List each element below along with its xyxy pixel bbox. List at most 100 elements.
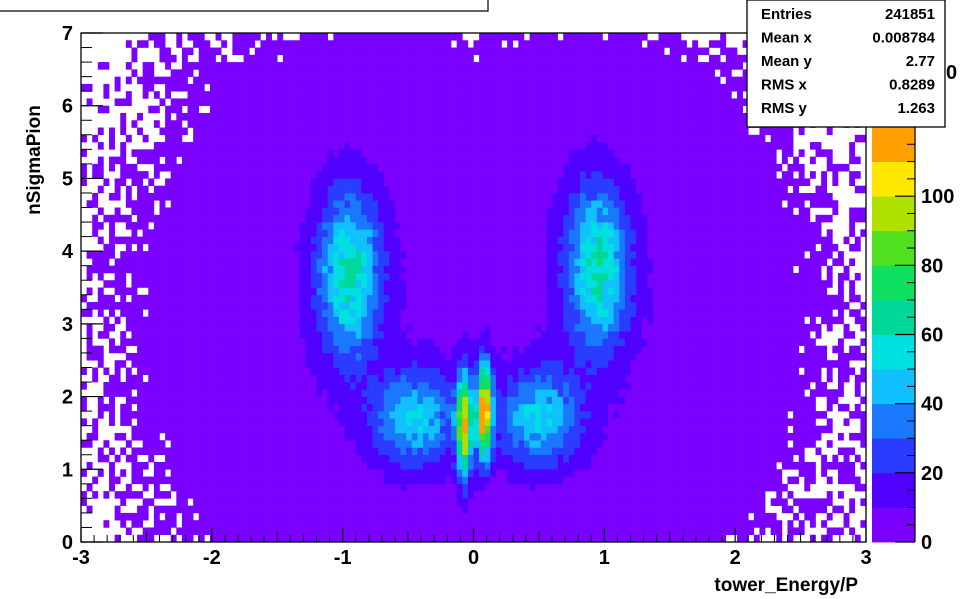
heatmap-cell	[507, 411, 514, 419]
heatmap-cell	[849, 469, 856, 477]
heatmap-cell	[226, 418, 233, 426]
heatmap-cell	[574, 396, 581, 405]
heatmap-cell	[535, 447, 542, 456]
heatmap-cell	[837, 527, 844, 536]
heatmap-cell	[574, 483, 581, 492]
heatmap-cell	[243, 396, 250, 405]
heatmap-cell	[523, 272, 530, 281]
heatmap-cell	[709, 265, 715, 274]
heatmap-cell	[316, 338, 323, 346]
heatmap-cell	[585, 512, 592, 521]
heatmap-cell	[159, 352, 166, 361]
heatmap-cell	[153, 251, 160, 259]
heatmap-cell	[159, 360, 166, 368]
heatmap-cell	[854, 345, 861, 354]
heatmap-cell	[591, 483, 598, 492]
heatmap-cell	[641, 374, 648, 383]
heatmap-cell	[120, 418, 127, 426]
heatmap-cell	[294, 403, 300, 412]
heatmap-cell	[456, 302, 463, 310]
heatmap-cell	[608, 476, 614, 485]
heatmap-cell	[574, 432, 581, 441]
heatmap-cell	[484, 309, 491, 317]
heatmap-cell	[591, 345, 598, 354]
heatmap-cell	[232, 374, 239, 383]
heatmap-cell	[406, 382, 413, 390]
heatmap-cell	[759, 512, 766, 521]
heatmap-cell	[669, 338, 676, 346]
heatmap-cell	[153, 309, 160, 317]
heatmap-cell	[731, 382, 738, 390]
heatmap-cell	[327, 483, 334, 492]
heatmap-cell	[148, 498, 155, 506]
heatmap-cell	[310, 331, 317, 339]
heatmap-cell	[260, 316, 267, 325]
heatmap-cell	[832, 389, 839, 397]
heatmap-cell	[165, 265, 172, 274]
heatmap-cell	[507, 425, 514, 434]
heatmap-cell	[495, 454, 502, 463]
heatmap-cell	[557, 309, 564, 317]
heatmap-cell	[529, 280, 536, 288]
heatmap-cell	[131, 432, 138, 441]
heatmap-cell	[725, 345, 732, 354]
heatmap-cell	[417, 505, 424, 514]
heatmap-cell	[333, 352, 340, 361]
heatmap-cell	[669, 265, 676, 274]
heatmap-cell	[675, 352, 682, 361]
heatmap-cell	[770, 323, 777, 332]
heatmap-cell	[338, 352, 345, 361]
heatmap-cell	[131, 272, 138, 281]
heatmap-cell	[389, 432, 396, 441]
heatmap-cell	[619, 258, 626, 266]
heatmap-cell	[714, 396, 721, 405]
heatmap-cell	[378, 302, 385, 310]
heatmap-cell	[596, 367, 603, 376]
heatmap-cell	[703, 280, 710, 288]
heatmap-cell	[350, 403, 357, 412]
heatmap-cell	[523, 476, 530, 485]
heatmap-cell	[580, 418, 586, 426]
heatmap-cell	[737, 302, 743, 310]
heatmap-cell	[350, 425, 357, 434]
heatmap-cell	[350, 432, 357, 441]
heatmap-cell	[725, 454, 732, 463]
heatmap-cell	[501, 360, 508, 368]
heatmap-cell	[725, 374, 732, 383]
heatmap-cell	[630, 258, 637, 266]
heatmap-cell	[366, 440, 373, 448]
heatmap-cell	[221, 352, 228, 361]
heatmap-cell	[209, 331, 216, 339]
heatmap-cell	[137, 272, 143, 281]
heatmap-cell	[109, 251, 115, 259]
heatmap-cell	[137, 309, 143, 317]
heatmap-cell	[204, 352, 211, 361]
heatmap-cell	[658, 338, 665, 346]
heatmap-cell	[748, 411, 755, 419]
heatmap-cell	[294, 265, 300, 274]
heatmap-cell	[518, 512, 525, 521]
heatmap-cell	[759, 396, 766, 405]
heatmap-cell	[680, 396, 687, 405]
heatmap-cell	[608, 527, 614, 536]
heatmap-cell	[540, 520, 547, 528]
heatmap-cell	[703, 367, 710, 376]
heatmap-cell	[731, 483, 738, 492]
heatmap-cell	[350, 345, 357, 354]
heatmap-cell	[282, 403, 289, 412]
heatmap-cell	[417, 403, 424, 412]
heatmap-cell	[658, 469, 665, 477]
heatmap-cell	[652, 382, 659, 390]
heatmap-cell	[243, 512, 250, 521]
heatmap-cell	[81, 294, 87, 303]
heatmap-cell	[198, 309, 205, 317]
heatmap-cell	[114, 360, 121, 368]
heatmap-cell	[720, 520, 727, 528]
heatmap-cell	[322, 527, 329, 536]
heatmap-cell	[299, 272, 306, 281]
heatmap-cell	[181, 280, 188, 288]
heatmap-cell	[215, 367, 222, 376]
heatmap-cell	[523, 302, 530, 310]
heatmap-cell	[787, 505, 794, 514]
heatmap-cell	[473, 534, 480, 543]
